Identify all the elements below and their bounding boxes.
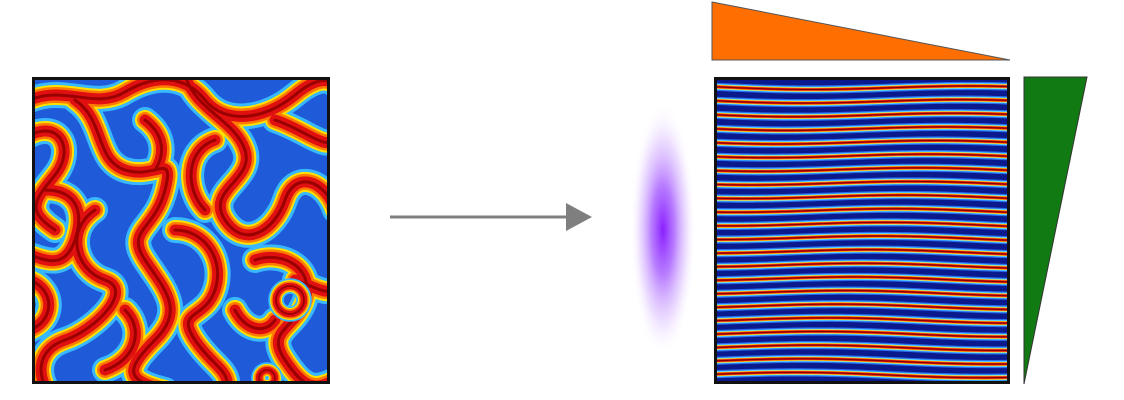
stripe bbox=[717, 99, 1007, 104]
stripe-pattern-panel bbox=[714, 77, 1010, 384]
stripe bbox=[717, 112, 1007, 118]
stripe bbox=[717, 344, 1007, 351]
gradient-wedge-vertical bbox=[1023, 76, 1088, 385]
labyrinth-stripe bbox=[35, 280, 51, 330]
labyrinth-stripe bbox=[35, 188, 81, 263]
stripe bbox=[717, 235, 1007, 241]
labyrinth-pattern-panel bbox=[32, 77, 330, 384]
stripe bbox=[717, 358, 1007, 365]
stripe bbox=[717, 303, 1007, 310]
stripe bbox=[717, 276, 1007, 283]
stripe bbox=[717, 371, 1007, 379]
labyrinth-stripe bbox=[189, 138, 217, 212]
stripe bbox=[717, 126, 1007, 131]
stripe bbox=[717, 85, 1007, 90]
labyrinth-stripe bbox=[35, 129, 66, 232]
labyrinth-stripe bbox=[103, 308, 137, 372]
stripe bbox=[717, 208, 1007, 213]
labyrinth-loop bbox=[258, 369, 276, 381]
stripe bbox=[717, 262, 1007, 269]
gradient-wedge-horizontal bbox=[711, 1, 1011, 61]
stripe bbox=[717, 290, 1007, 297]
stripe bbox=[717, 249, 1007, 255]
labyrinth-pattern-image bbox=[35, 80, 327, 381]
stripe bbox=[717, 180, 1007, 186]
glow-ellipse bbox=[630, 102, 696, 358]
labyrinth-stripe bbox=[143, 118, 164, 172]
stripe bbox=[717, 167, 1007, 172]
labyrinth-stripe bbox=[273, 118, 327, 145]
labyrinth-stripe bbox=[185, 80, 327, 237]
stripe bbox=[717, 317, 1007, 324]
stripe bbox=[717, 194, 1007, 200]
labyrinth-stripe bbox=[253, 255, 309, 381]
labyrinth-stripe bbox=[173, 228, 229, 381]
stripe bbox=[717, 330, 1007, 338]
stripe bbox=[717, 221, 1007, 227]
labyrinth-stripes bbox=[35, 80, 327, 381]
labyrinth-loop bbox=[275, 285, 305, 315]
horizontal-stripes bbox=[717, 81, 1007, 381]
aligned-stripe-pattern-image bbox=[717, 80, 1007, 381]
stripe bbox=[717, 140, 1007, 145]
labyrinth-stripe bbox=[35, 80, 327, 118]
labyrinth-stripe bbox=[73, 98, 172, 381]
right-arrow-icon bbox=[566, 203, 592, 231]
labyrinth-stripe bbox=[233, 308, 277, 331]
labyrinth-stripe bbox=[39, 208, 118, 381]
stripe bbox=[717, 153, 1007, 159]
